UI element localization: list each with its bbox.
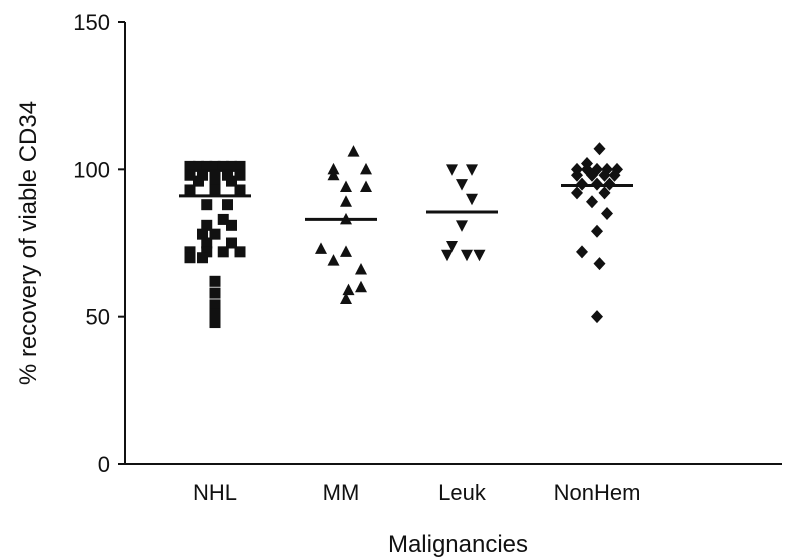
- data-point-nhl: [184, 246, 196, 258]
- data-point-nhl: [209, 299, 221, 311]
- data-point-leuk: [456, 220, 468, 232]
- data-point-nhl: [217, 213, 229, 225]
- data-point-nhl: [184, 169, 196, 181]
- data-point-nhl: [197, 169, 208, 181]
- y-axis-title: % recovery of viable CD34: [15, 101, 42, 385]
- data-point-nhl: [201, 199, 213, 211]
- data-point-nhl: [197, 228, 208, 240]
- data-point-mm: [355, 263, 367, 275]
- data-point-nhl: [217, 246, 229, 258]
- data-point-mm: [327, 168, 340, 181]
- data-point-nhl: [222, 169, 233, 181]
- x-axis-title: Malignancies: [388, 531, 528, 557]
- data-point-nhl: [234, 160, 246, 172]
- data-point-nonhem: [598, 168, 611, 182]
- data-point-nhl: [209, 275, 221, 287]
- data-point-leuk: [473, 249, 486, 262]
- data-point-nhl: [209, 308, 221, 320]
- data-point-nhl: [209, 169, 221, 181]
- data-point-nonhem: [576, 245, 588, 259]
- data-point-mm: [315, 242, 327, 254]
- data-point-nhl: [184, 184, 196, 196]
- data-point-nonhem: [586, 168, 598, 182]
- x-tick-labels: NHL MM Leuk NonHem: [193, 480, 640, 505]
- data-point-nhl: [226, 175, 237, 187]
- data-point-nhl: [201, 219, 213, 231]
- data-point-nhl: [209, 317, 221, 329]
- data-point-leuk: [456, 179, 468, 191]
- data-point-leuk: [461, 249, 473, 262]
- data-point-nhl: [226, 160, 237, 172]
- x-tick-label: MM: [323, 480, 360, 505]
- data-point-mm: [340, 292, 352, 304]
- data-points: [184, 142, 623, 329]
- data-point-nhl: [209, 175, 221, 187]
- y-tick-label: 0: [98, 452, 110, 477]
- data-point-nhl: [201, 160, 213, 172]
- data-point-mm: [355, 280, 367, 293]
- data-point-nonhem: [598, 186, 611, 200]
- data-point-mm: [360, 180, 372, 193]
- data-point-nhl: [184, 252, 196, 264]
- data-point-nhl: [197, 252, 208, 264]
- data-point-mm: [360, 162, 372, 175]
- data-point-mm: [342, 283, 355, 296]
- data-point-nonhem: [591, 224, 603, 238]
- data-point-nonhem: [608, 168, 621, 182]
- data-point-nhl: [222, 199, 233, 211]
- data-point-nonhem: [593, 257, 606, 271]
- data-point-mm: [340, 195, 352, 207]
- y-axis: 0 50 100 150: [73, 10, 126, 477]
- data-point-mm: [347, 145, 360, 157]
- data-point-nhl: [234, 169, 246, 181]
- data-point-nonhem: [586, 195, 598, 209]
- data-point-nhl: [234, 246, 246, 258]
- data-point-nhl: [234, 184, 246, 196]
- data-point-nonhem: [571, 186, 583, 200]
- data-point-nhl: [209, 160, 221, 172]
- y-ticks: 0 50 100 150: [73, 10, 125, 477]
- data-point-leuk: [446, 164, 458, 176]
- x-axis: NHL MM Leuk NonHem: [125, 463, 782, 505]
- y-tick-label: 150: [73, 10, 110, 35]
- x-tick-label: NHL: [193, 480, 237, 505]
- data-point-nonhem: [593, 142, 606, 156]
- y-tick-label: 50: [86, 305, 110, 330]
- data-point-nhl: [193, 175, 204, 187]
- data-point-mm: [340, 245, 352, 257]
- data-point-mm: [340, 180, 352, 193]
- data-point-nonhem: [571, 168, 583, 182]
- data-point-mm: [327, 162, 340, 175]
- data-point-leuk: [466, 164, 478, 176]
- data-point-nhl: [201, 246, 213, 258]
- data-point-nonhem: [601, 207, 613, 221]
- data-point-leuk: [466, 193, 478, 206]
- data-point-nhl: [209, 228, 221, 240]
- data-point-leuk: [441, 249, 453, 262]
- data-point-mm: [327, 254, 340, 266]
- median-lines: [179, 184, 633, 221]
- data-point-nonhem: [591, 310, 603, 324]
- data-point-nhl: [193, 160, 204, 172]
- data-point-nhl: [209, 287, 221, 299]
- x-tick-label: NonHem: [554, 480, 641, 505]
- x-tick-label: Leuk: [438, 480, 487, 505]
- y-tick-label: 100: [73, 157, 110, 182]
- data-point-nhl: [184, 160, 196, 172]
- data-point-nhl: [201, 237, 213, 249]
- data-point-nhl: [209, 184, 221, 196]
- data-point-nhl: [217, 160, 229, 172]
- data-point-nhl: [226, 237, 237, 249]
- data-point-nhl: [226, 219, 237, 231]
- data-point-leuk: [446, 240, 458, 253]
